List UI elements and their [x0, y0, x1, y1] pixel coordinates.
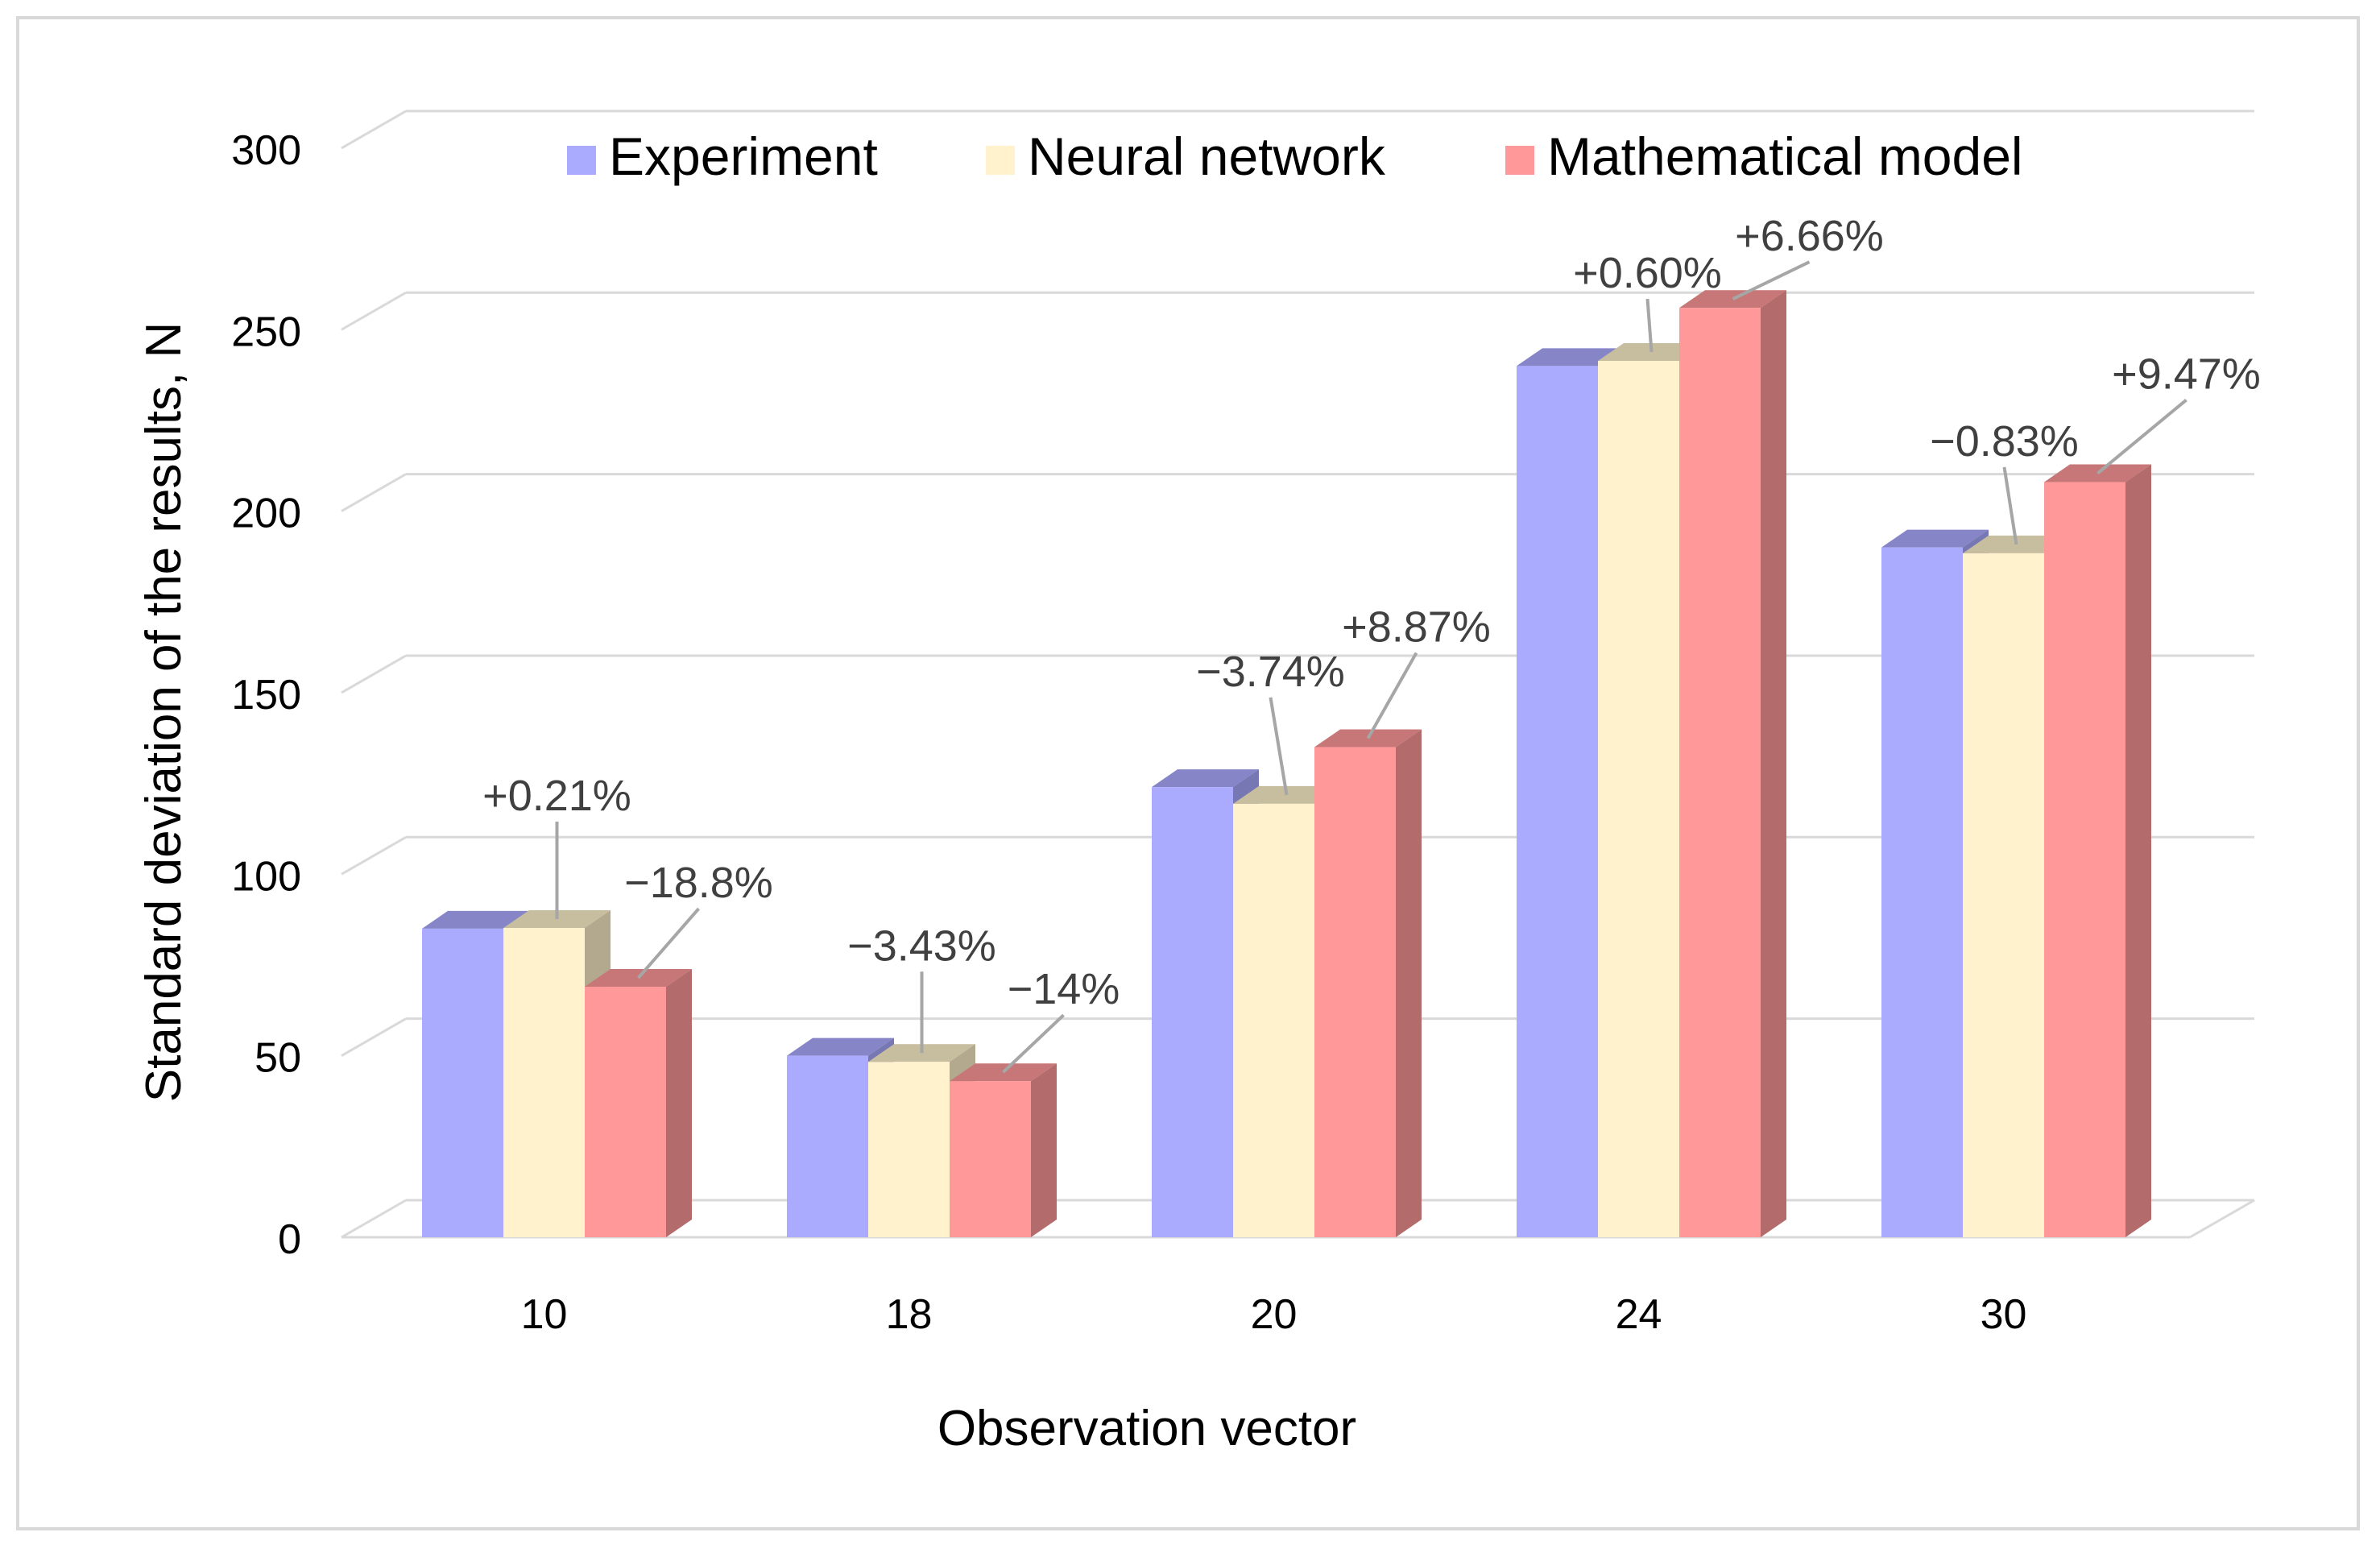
bar-mathematical-model-30 — [2044, 464, 2151, 1237]
x-axis-ticks: 10 18 20 24 30 — [521, 1291, 2027, 1338]
bar-front-face — [1881, 547, 1963, 1237]
y-tick-label: 0 — [278, 1216, 301, 1263]
bar-front-face — [950, 1081, 1031, 1237]
bar-top-face — [422, 910, 529, 929]
bar-front-face — [1679, 308, 1761, 1237]
bar-side-face — [1761, 290, 1786, 1237]
annotation-leader-line — [1002, 1013, 1065, 1074]
bar-chart: 0 50 100 150 200 250 300 10 18 20 24 30 +0.21% −18.… — [136, 110, 2261, 1456]
annotation-30-neural-network: −0.83% — [1930, 417, 2079, 545]
annotation-10-neural-network: +0.21% — [482, 772, 631, 920]
y-tick-label: 300 — [231, 127, 301, 174]
x-tick-label: 24 — [1616, 1291, 1662, 1338]
annotation-leader-line — [636, 907, 701, 979]
annotation-label: −18.8% — [624, 859, 773, 907]
bar-top-face — [1881, 529, 1989, 548]
gridline-depth — [341, 1017, 407, 1057]
chart-frame: 0 50 100 150 200 250 300 10 18 20 24 30 +0.21% −18.… — [16, 16, 2360, 1530]
legend-item-experiment: Experiment — [567, 126, 878, 186]
y-tick-label: 200 — [231, 491, 301, 537]
x-axis-label: Observation vector — [938, 1401, 1356, 1456]
annotation-leader-line — [1366, 652, 1418, 739]
gridline-depth — [341, 654, 407, 694]
annotation-20-mathematical-model: +8.87% — [1342, 603, 1491, 739]
gridline-depth — [341, 110, 407, 150]
annotation-label: −3.74% — [1196, 648, 1345, 696]
bar-front-face — [422, 928, 503, 1237]
annotation-label: −3.43% — [847, 921, 996, 970]
legend-swatch — [986, 146, 1015, 175]
annotation-18-neural-network: −3.43% — [847, 921, 996, 1054]
bar-front-face — [503, 928, 585, 1237]
bar-mathematical-model-24 — [1679, 290, 1786, 1237]
annotation-label: +0.21% — [482, 772, 631, 820]
bar-front-face — [1517, 366, 1598, 1237]
bar-front-face — [1152, 787, 1233, 1237]
y-axis-label: Standard deviation of the results, N — [136, 322, 192, 1102]
bar-mathematical-model-18 — [950, 1063, 1057, 1237]
y-axis-ticks: 0 50 100 150 200 250 300 — [231, 127, 301, 1263]
annotation-leader-line — [1732, 260, 1811, 301]
y-tick-label: 50 — [255, 1035, 301, 1082]
floor-line-depth — [2189, 1199, 2255, 1239]
legend-label: Neural network — [1028, 126, 1386, 186]
annotation-label: −0.83% — [1930, 417, 2079, 466]
annotation-label: +9.47% — [2112, 350, 2261, 399]
y-tick-label: 250 — [231, 309, 301, 355]
gridline-depth — [341, 473, 407, 512]
bar-mathematical-model-10 — [585, 969, 692, 1237]
annotation-10-mathematical-model: −18.8% — [624, 859, 773, 979]
bar-front-face — [1314, 747, 1396, 1237]
gridline-depth — [341, 835, 407, 876]
legend-swatch — [567, 146, 596, 175]
annotation-leader-line — [2096, 399, 2188, 475]
legend-swatch — [1505, 146, 1534, 175]
data-annotations: +0.21% −18.8% −3.43%−14% −3.74%+8.87% +0.60%… — [482, 212, 2261, 1074]
annotation-leader-line — [1269, 697, 1289, 796]
bar-front-face — [1963, 553, 2044, 1237]
legend-item-neural-network: Neural network — [986, 126, 1386, 186]
annotation-20-neural-network: −3.74% — [1196, 648, 1345, 796]
bar-front-face — [2044, 482, 2125, 1237]
bar-side-face — [2125, 464, 2151, 1237]
bar-top-face — [787, 1037, 894, 1056]
bars — [422, 290, 2151, 1237]
x-tick-label: 30 — [1981, 1291, 2027, 1338]
x-tick-label: 20 — [1251, 1291, 1298, 1338]
gridline-depth — [341, 291, 407, 331]
legend-label: Mathematical model — [1547, 126, 2023, 186]
annotation-label: +6.66% — [1735, 212, 1884, 260]
bar-mathematical-model-20 — [1314, 729, 1422, 1237]
gridline-depth — [341, 1199, 407, 1239]
bar-side-face — [1396, 729, 1422, 1237]
annotation-24-mathematical-model: +6.66% — [1732, 212, 1884, 301]
annotation-label: +0.60% — [1573, 249, 1722, 297]
bar-front-face — [585, 987, 666, 1237]
legend-item-mathematical-model: Mathematical model — [1505, 126, 2023, 186]
bar-top-face — [1517, 348, 1624, 367]
bar-side-face — [1031, 1063, 1057, 1237]
annotation-24-neural-network: +0.60% — [1573, 249, 1722, 353]
bar-front-face — [868, 1062, 950, 1237]
bar-experiment-30 — [1881, 529, 1989, 1237]
annotation-leader-line — [2002, 466, 2018, 545]
bar-top-face — [1152, 769, 1259, 788]
legend: Experiment Neural network Mathematical mod… — [567, 126, 2023, 186]
annotation-label: −14% — [1008, 965, 1120, 1013]
bar-front-face — [787, 1055, 868, 1237]
bar-side-face — [666, 969, 692, 1237]
annotation-label: +8.87% — [1342, 603, 1491, 652]
annotation-18-mathematical-model: −14% — [1002, 965, 1120, 1074]
annotation-leader-line — [1645, 298, 1654, 353]
legend-label: Experiment — [609, 126, 878, 186]
annotation-30-mathematical-model: +9.47% — [2096, 350, 2261, 475]
x-tick-label: 10 — [521, 1291, 568, 1338]
bar-front-face — [1233, 803, 1314, 1237]
bar-front-face — [1598, 361, 1679, 1237]
x-tick-label: 18 — [886, 1291, 933, 1338]
y-tick-label: 100 — [231, 853, 301, 900]
y-tick-label: 150 — [231, 672, 301, 719]
